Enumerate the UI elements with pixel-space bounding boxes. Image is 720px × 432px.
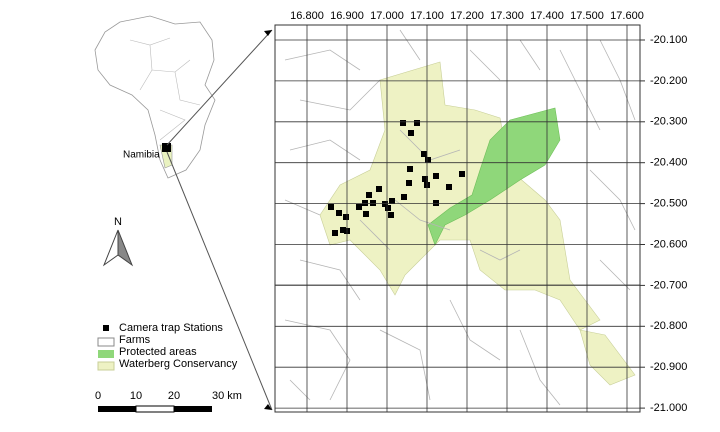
legend-label: Camera trap Stations [119, 322, 223, 334]
latitude-label: -20.400 [650, 157, 687, 169]
latitude-label: -20.500 [650, 198, 687, 210]
longitude-label: 17.100 [410, 10, 444, 22]
protected-area [427, 107, 561, 246]
scale-bar [98, 405, 212, 413]
latitude-label: -20.100 [650, 34, 687, 46]
legend-label: Waterberg Conservancy [119, 358, 238, 370]
north-label: N [114, 216, 122, 228]
latitude-label: -20.300 [650, 116, 687, 128]
latitude-label: -20.200 [650, 75, 687, 87]
arrow-head [264, 30, 272, 36]
longitude-label: 17.600 [610, 10, 644, 22]
main-map [274, 24, 641, 413]
legend-swatch [97, 337, 115, 347]
scale-label: 0 [95, 390, 101, 402]
zoom-line [166, 29, 273, 146]
longitude-label: 17.300 [490, 10, 524, 22]
longitude-label: 16.900 [330, 10, 364, 22]
longitude-label: 17.500 [570, 10, 604, 22]
zoom-line [166, 151, 273, 411]
legend-swatch [97, 361, 115, 371]
legend [97, 325, 115, 371]
conservancy-area [579, 329, 636, 386]
africa-inset: Namibia [94, 15, 216, 179]
latitude-label: -20.600 [650, 238, 687, 250]
longitude-label: 17.000 [370, 10, 404, 22]
scale-label: 10 [130, 390, 142, 402]
arrow-head [264, 404, 272, 410]
legend-swatch [103, 325, 109, 331]
inset-label: Namibia [123, 150, 160, 161]
latitude-label: -21.000 [650, 402, 687, 414]
legend-label: Farms [119, 334, 151, 346]
longitude-label: 17.200 [450, 10, 484, 22]
latitude-label: -20.700 [650, 279, 687, 291]
legend-swatch [98, 350, 114, 358]
scale-label: 20 [168, 390, 180, 402]
scale-label: 30 km [212, 390, 242, 402]
north-arrow: N [102, 216, 134, 267]
latitude-label: -20.800 [650, 320, 687, 332]
latitude-label: -20.900 [650, 361, 687, 373]
longitude-label: 16.800 [290, 10, 324, 22]
longitude-label: 17.400 [530, 10, 564, 22]
legend-label: Protected areas [119, 346, 197, 358]
